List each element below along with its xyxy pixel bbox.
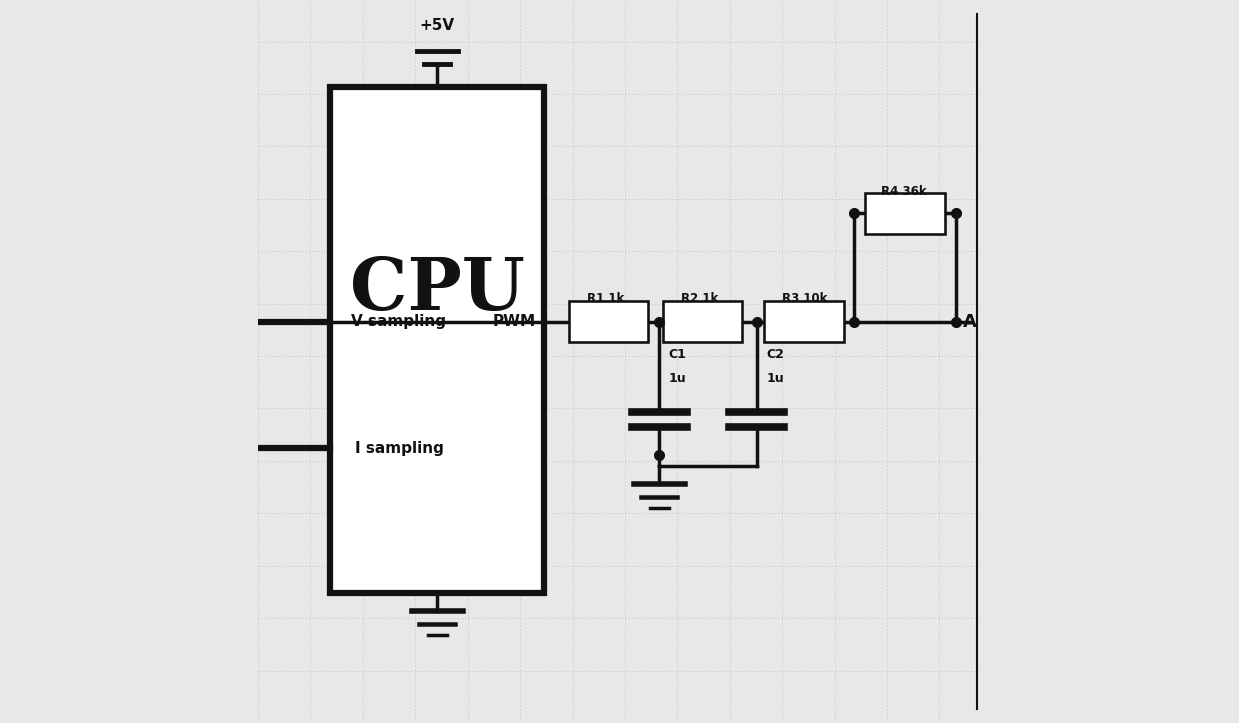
Bar [764, 301, 844, 342]
Text: +5V: +5V [420, 17, 455, 33]
Text: CPU: CPU [349, 254, 524, 325]
Bar [663, 301, 742, 342]
Text: I sampling: I sampling [354, 441, 444, 455]
Text: 1u: 1u [669, 372, 686, 385]
Text: C1: C1 [669, 348, 686, 362]
Text: R2 1k: R2 1k [681, 292, 719, 305]
Text: R4 36k: R4 36k [881, 185, 927, 198]
Text: R3 10k: R3 10k [782, 292, 828, 305]
Text: R1 1k: R1 1k [587, 292, 624, 305]
Bar [331, 87, 544, 593]
Text: C2: C2 [766, 348, 784, 362]
Text: A: A [963, 313, 976, 330]
Text: 1u: 1u [766, 372, 784, 385]
Bar [569, 301, 648, 342]
Text: PWM: PWM [493, 315, 536, 329]
Bar [865, 193, 945, 234]
Text: V sampling: V sampling [352, 315, 446, 329]
